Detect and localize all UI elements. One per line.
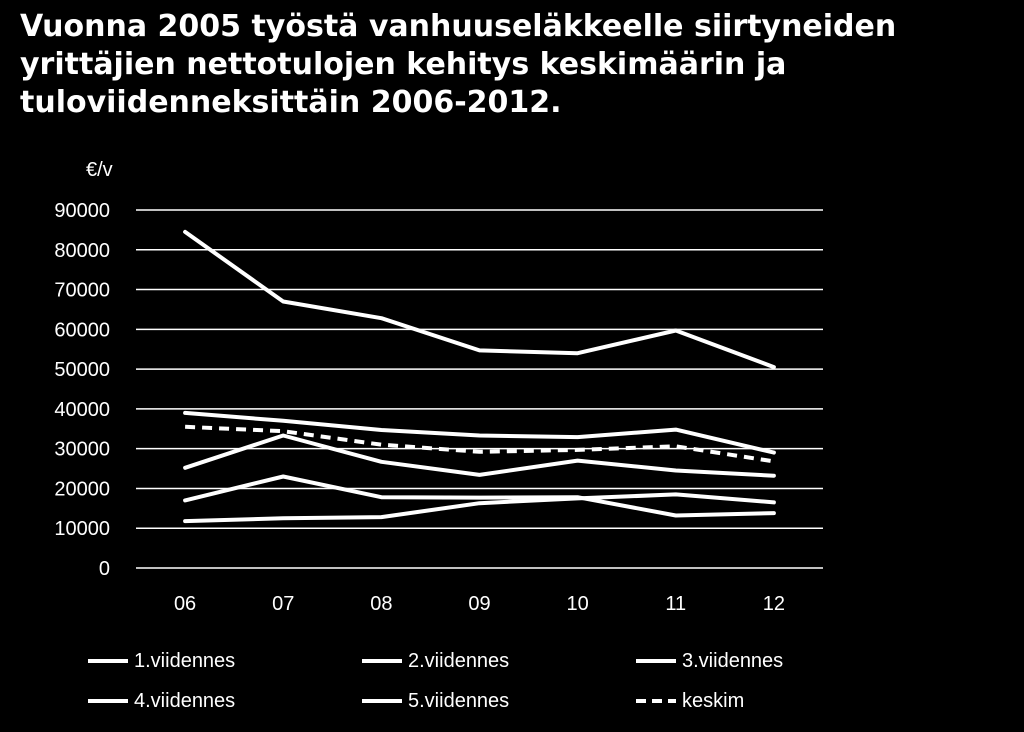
legend-item-4: 4.viidennes [88,684,235,718]
x-tick-label: 07 [272,593,294,615]
series-line-2 [183,474,776,518]
y-tick-label: 60000 [54,319,110,341]
y-tick-label: 10000 [54,518,110,540]
legend-swatch-3 [636,659,676,663]
legend-item-6: keskim [636,684,744,718]
y-axis-label: €/v [86,159,113,181]
y-tick-label: 40000 [54,399,110,421]
legend-label-5: 5.viidennes [408,689,510,712]
y-tick-label: 20000 [54,478,110,500]
series-line-1 [183,492,776,524]
legend-swatch-2 [362,659,402,663]
legend-item-1: 1.viidennes [88,644,235,678]
x-axis-ticks: 06 07 08 09 10 11 12 [174,593,785,615]
series-line-5 [183,229,776,370]
x-tick-label: 11 [665,593,686,615]
x-tick-label: 09 [468,593,490,615]
series-line-6 [185,424,775,464]
y-tick-label: 90000 [54,200,110,222]
series-line-3 [183,433,776,478]
series-line-4 [183,410,776,455]
legend: 1.viidennes 2.viidennes 3.viidennes 4.vi… [0,642,1024,732]
legend-item-3: 3.viidennes [636,644,783,678]
y-tick-label: 50000 [54,359,110,381]
title-line-3: tuloviidenneksittäin 2006-2012. [20,85,562,120]
chart-title: Vuonna 2005 työstä vanhuuseläkkeelle sii… [20,8,1010,122]
y-tick-label: 80000 [54,240,110,262]
y-tick-label: 0 [99,558,110,580]
legend-label-3: 3.viidennes [682,649,784,672]
title-line-2: yrittäjien nettotulojen kehitys keskimää… [20,47,787,82]
gridlines [136,209,823,569]
x-tick-label: 06 [174,593,196,615]
legend-swatch-6 [636,699,676,703]
legend-label-4: 4.viidennes [134,689,236,712]
x-tick-label: 08 [370,593,392,615]
line-chart: €/v 0 10000 20000 30000 40000 50000 60000 70000… [54,159,823,615]
legend-item-5: 5.viidennes [362,684,509,718]
legend-label-2: 2.viidennes [408,649,510,672]
y-tick-label: 70000 [54,280,110,302]
y-tick-label: 30000 [54,439,110,461]
series-lines [183,229,776,524]
legend-swatch-4 [88,699,128,703]
x-tick-label: 12 [763,593,785,615]
x-tick-label: 10 [567,593,589,615]
legend-label-6: keskim [682,689,745,712]
legend-label-1: 1.viidennes [134,649,236,672]
legend-item-2: 2.viidennes [362,644,509,678]
y-axis-ticks: 0 10000 20000 30000 40000 50000 60000 70000 8000… [54,200,110,580]
title-line-1: Vuonna 2005 työstä vanhuuseläkkeelle sii… [20,9,897,44]
legend-swatch-5 [362,699,402,703]
legend-swatch-1 [88,659,128,663]
